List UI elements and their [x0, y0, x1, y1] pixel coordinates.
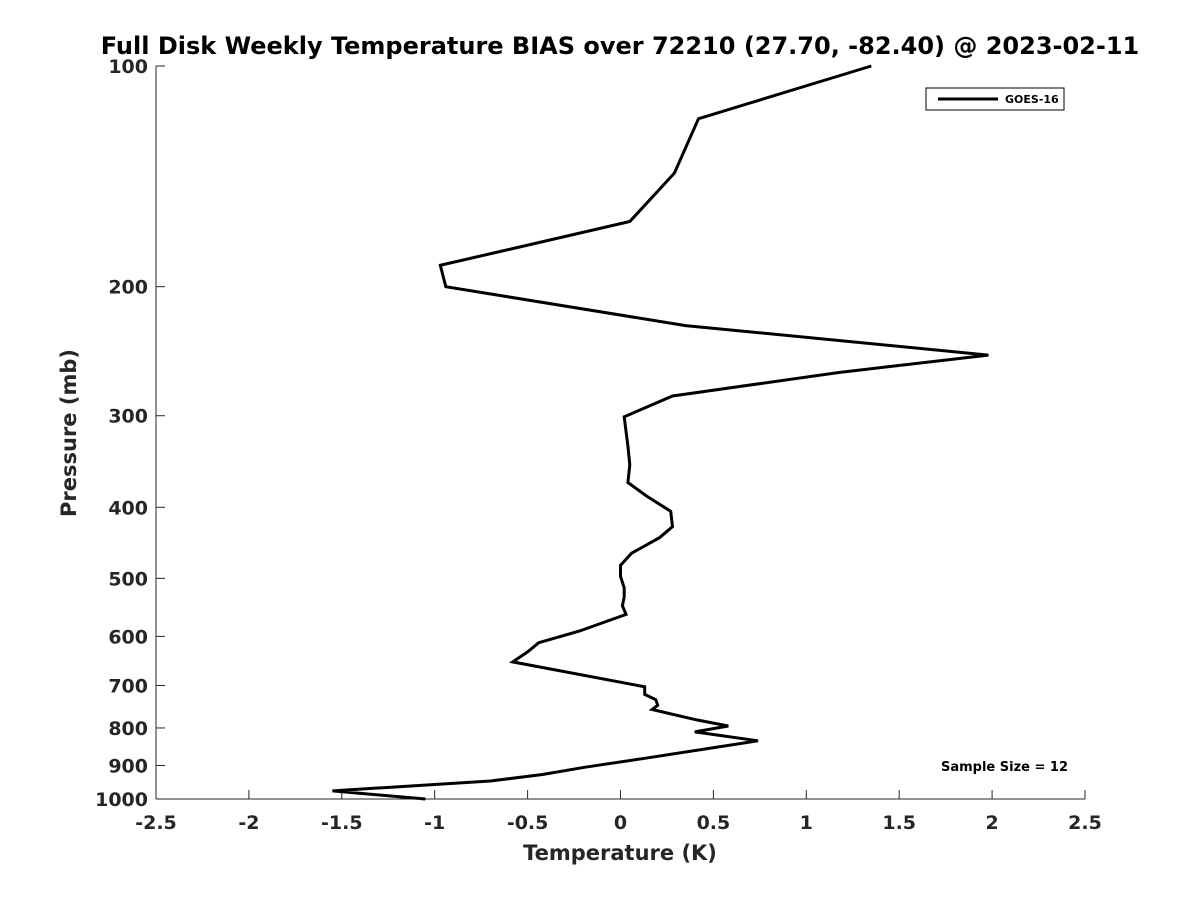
- x-tick-label: -2: [238, 812, 259, 834]
- y-tick-label: 700: [108, 675, 148, 697]
- y-axis-ticks: 100 200 300 400 500 600 700 800 900 1000: [95, 56, 165, 811]
- series-layer: [332, 64, 989, 801]
- x-tick-label: 1.5: [882, 812, 916, 834]
- y-axis-label: Pressure (mb): [57, 349, 81, 517]
- x-axis-label: Temperature (K): [523, 841, 717, 865]
- x-tick-label: -1.5: [321, 812, 363, 834]
- y-tick-label: 300: [108, 406, 148, 428]
- y-tick-label: 600: [108, 626, 148, 648]
- legend-label-goes-16: GOES-16: [1005, 93, 1059, 106]
- x-tick-label: 0: [614, 812, 627, 834]
- plot-area: [156, 66, 1085, 799]
- sample-size-annotation: Sample Size = 12: [941, 760, 1068, 775]
- x-tick-label: -0.5: [507, 812, 549, 834]
- y-tick-label: 100: [108, 56, 148, 78]
- x-tick-label: -2.5: [135, 812, 177, 834]
- x-tick-label: 1: [800, 812, 813, 834]
- x-tick-label: 2.5: [1068, 812, 1102, 834]
- series-line-goes-16: [332, 64, 989, 801]
- y-tick-label: 500: [108, 568, 148, 590]
- legend: GOES-16: [925, 87, 1065, 111]
- chart-title: Full Disk Weekly Temperature BIAS over 7…: [101, 32, 1140, 60]
- x-tick-label: -1: [424, 812, 445, 834]
- y-tick-label: 800: [108, 718, 148, 740]
- x-tick-label: 2: [985, 812, 998, 834]
- y-tick-label: 200: [108, 277, 148, 299]
- y-tick-label: 1000: [95, 789, 148, 811]
- y-tick-label: 900: [108, 755, 148, 777]
- x-axis-ticks: -2.5 -2 -1.5 -1 -0.5 0 0.5 1 1.5 2 2.5: [135, 790, 1102, 834]
- x-tick-label: 0.5: [697, 812, 731, 834]
- y-tick-label: 400: [108, 497, 148, 519]
